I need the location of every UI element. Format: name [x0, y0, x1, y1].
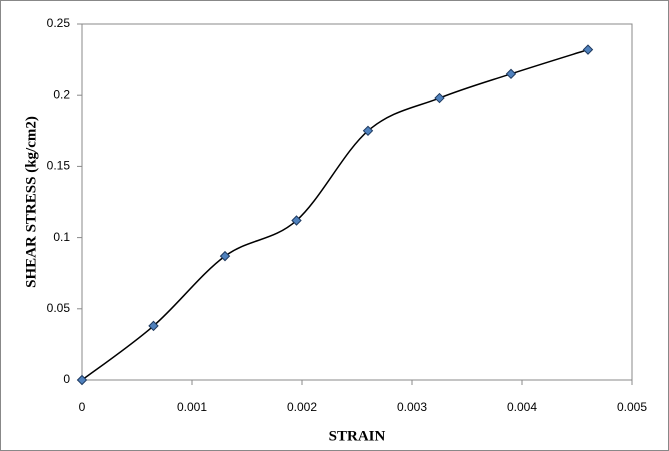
- data-point: [76, 374, 88, 386]
- y-tick-label: 0.15: [47, 159, 71, 173]
- x-tick-label: 0.002: [287, 400, 317, 414]
- x-tick-label: 0: [79, 400, 86, 414]
- x-tick-label: 0.005: [617, 400, 647, 414]
- plot-area: [81, 23, 633, 381]
- data-point: [291, 215, 302, 226]
- y-tick-label: 0.1: [53, 230, 70, 244]
- y-tick-label: 0.2: [53, 87, 70, 101]
- y-tick-label: 0.05: [47, 301, 71, 315]
- data-point: [362, 125, 374, 137]
- data-point: [582, 44, 594, 55]
- x-tick-label: 0.004: [507, 400, 537, 414]
- y-axis-title: SHEAR STRESS (kg/cm2): [23, 116, 39, 288]
- data-line: [81, 48, 589, 381]
- data-point: [148, 320, 159, 332]
- x-axis-title: STRAIN: [329, 428, 386, 444]
- y-tick-label: 0.25: [47, 16, 71, 30]
- x-tick-label: 0.003: [397, 400, 427, 414]
- x-tick-label: 0.001: [177, 400, 207, 414]
- data-point: [505, 68, 517, 80]
- data-point: [219, 250, 231, 262]
- y-tick-label: 0: [63, 372, 70, 386]
- data-point: [434, 92, 445, 104]
